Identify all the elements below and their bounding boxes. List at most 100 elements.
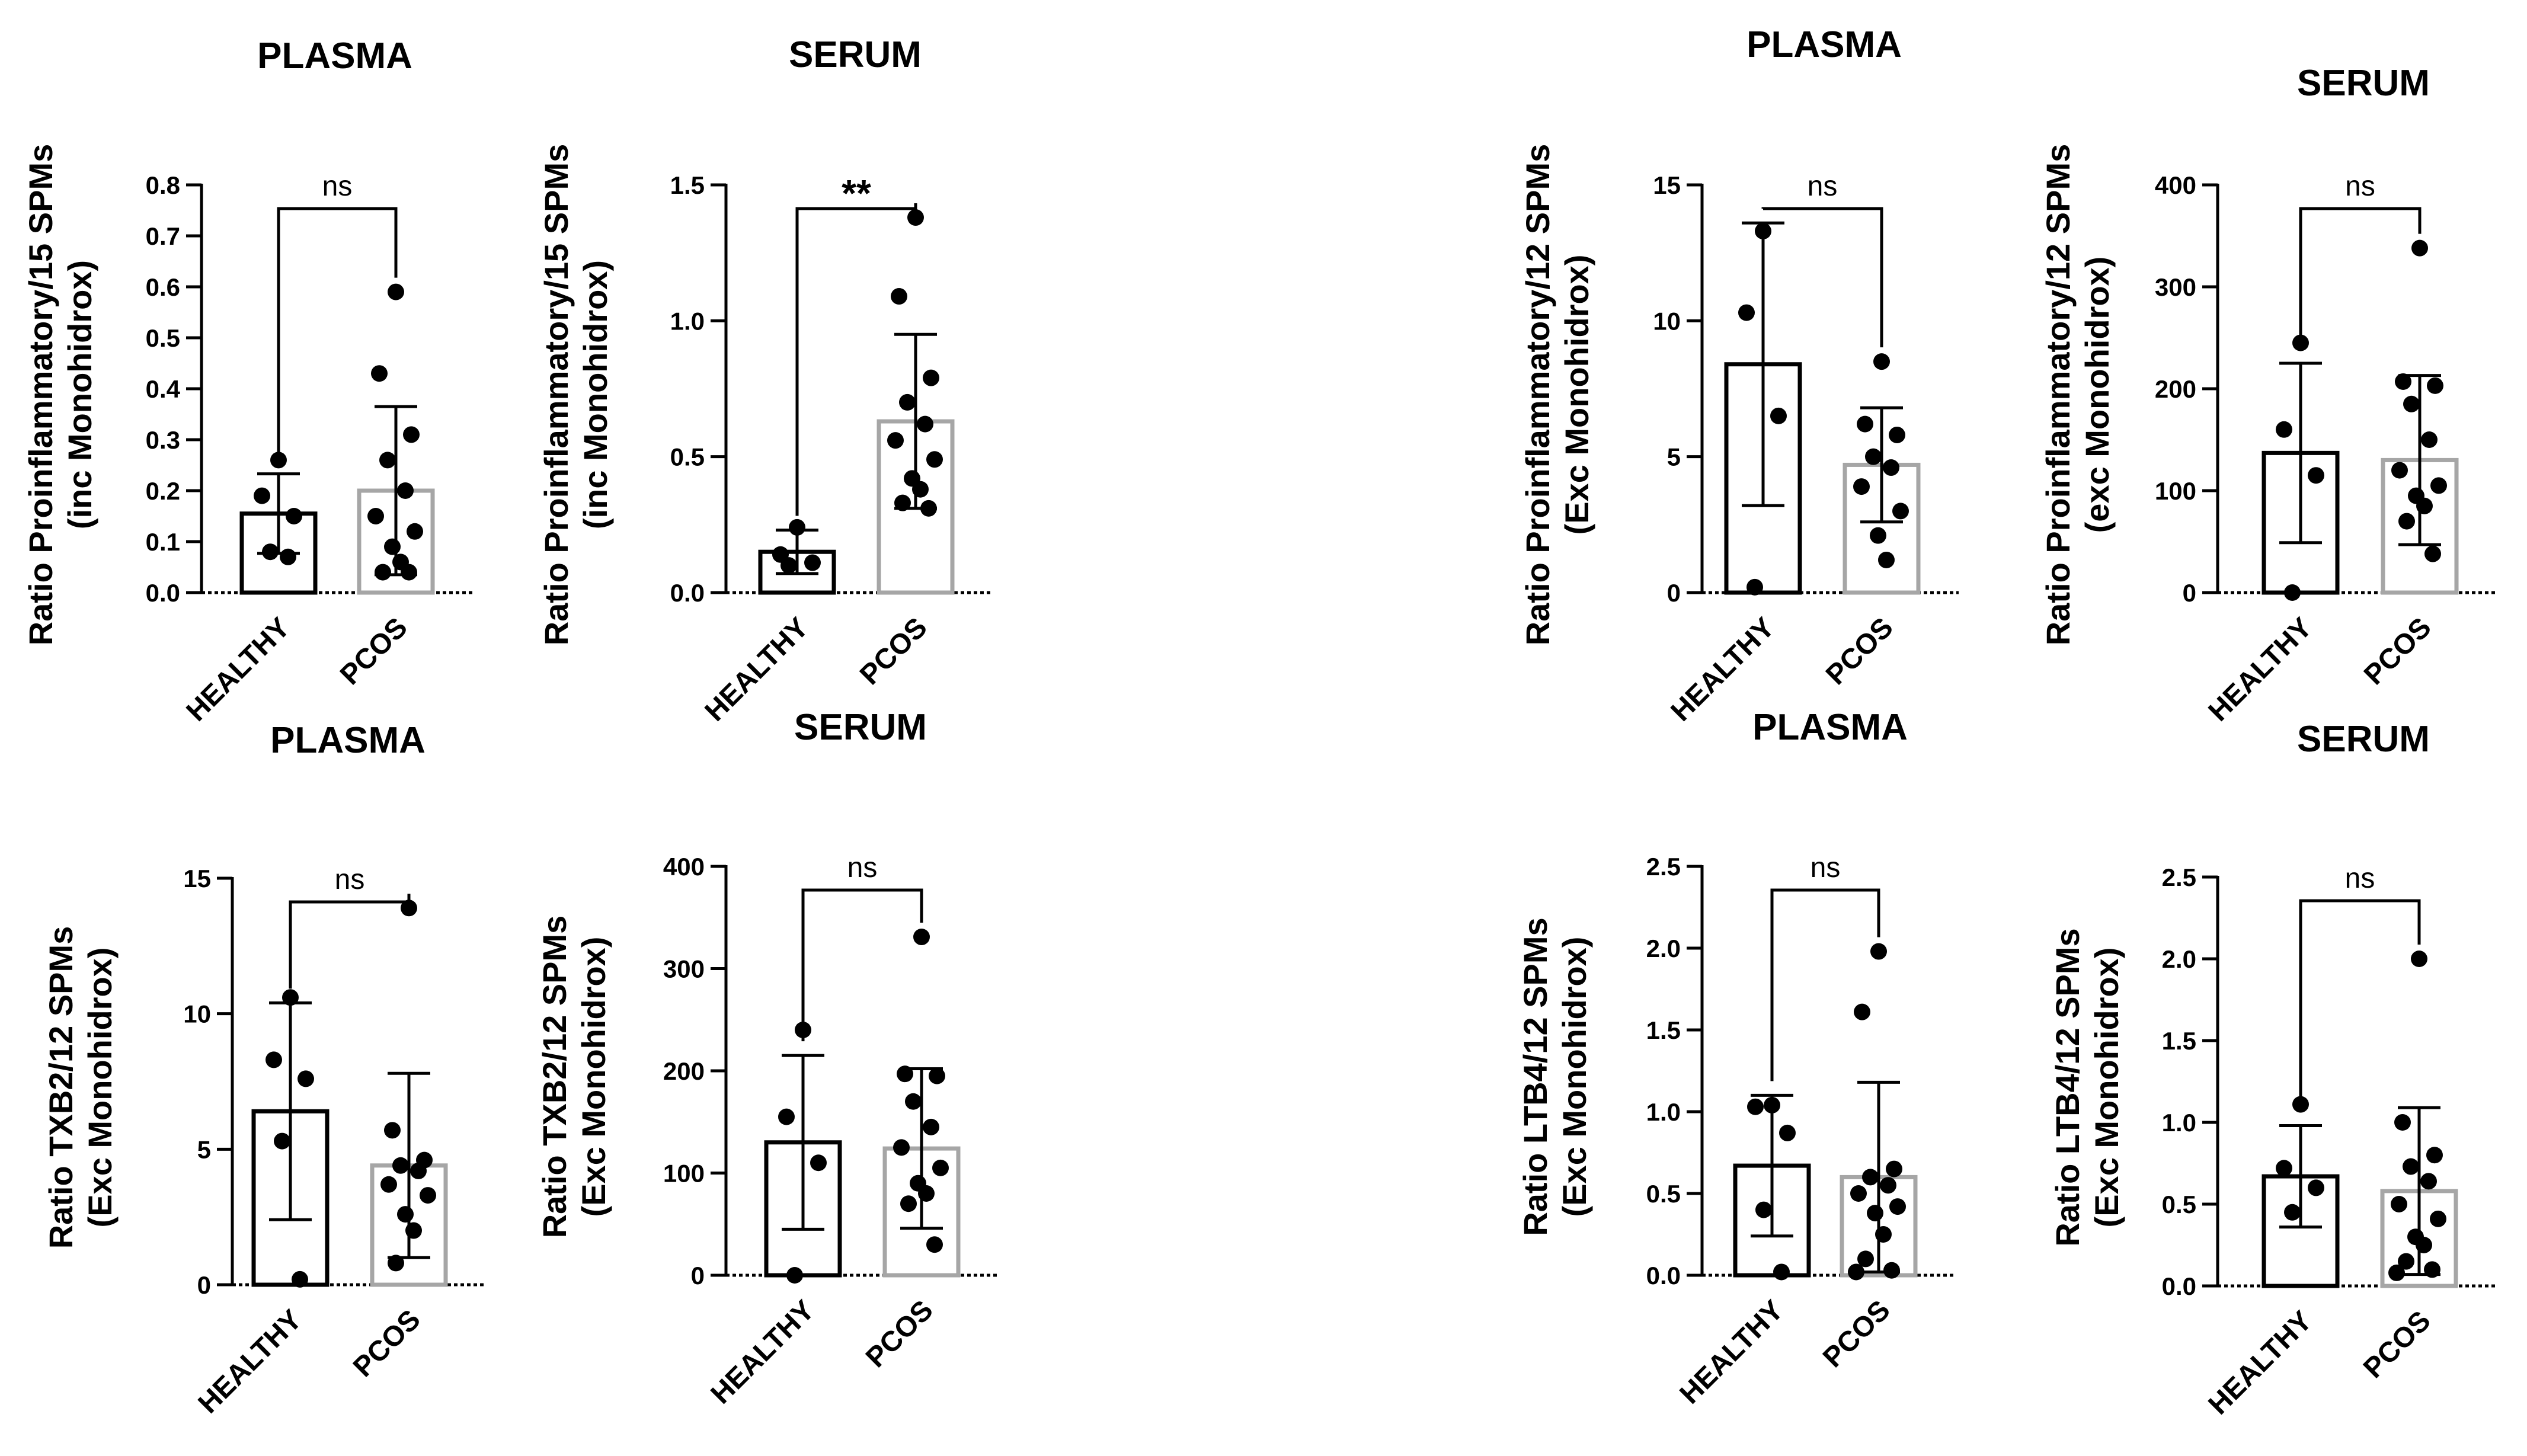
significance-bracket <box>2299 207 2422 349</box>
y-axis-label: Ratio Proinflammatory/15 SPMs(inc Monohi… <box>22 144 98 645</box>
data-point <box>1857 415 1873 433</box>
data-point <box>2403 395 2420 412</box>
data-point <box>804 554 821 571</box>
data-point <box>1873 353 1890 370</box>
y-tick-label: 15 <box>183 865 211 892</box>
data-point <box>786 1267 803 1284</box>
data-point <box>912 481 929 498</box>
data-point <box>371 365 388 382</box>
data-point <box>907 209 924 226</box>
y-tick-label: 1.5 <box>1646 1016 1681 1044</box>
x-category-label: PCOS <box>2358 612 2438 691</box>
data-point <box>1892 503 1909 520</box>
data-point <box>1755 1201 1772 1218</box>
data-point <box>2391 462 2408 479</box>
data-point <box>2421 431 2438 448</box>
y-axis-label: Ratio TXB2/12 SPMs(Exc Monohidrox) <box>42 926 119 1249</box>
data-point <box>420 1187 436 1204</box>
data-point <box>392 1157 409 1174</box>
data-point <box>375 564 391 581</box>
data-point <box>1883 459 1899 476</box>
x-category-label: PCOS <box>1817 1294 1896 1374</box>
panel-title: SERUM <box>794 707 927 748</box>
data-point <box>2403 1158 2419 1175</box>
panel-title: SERUM <box>2297 719 2430 760</box>
data-point <box>286 508 302 524</box>
data-point <box>1764 1096 1780 1113</box>
data-point <box>401 900 417 917</box>
data-point <box>2395 373 2411 390</box>
y-tick-label: 0.5 <box>146 324 180 352</box>
panel-3-plasma: PLASMA Ratio Proinflammatory/12 SPMs(Exc … <box>1519 24 1959 728</box>
data-point <box>298 1070 314 1087</box>
y-tick-label: 0.0 <box>146 579 180 607</box>
y-axis-label-line: (inc Monohidrox) <box>61 260 98 529</box>
y-tick-label: 0.0 <box>1646 1262 1681 1289</box>
y-tick-label: 0.5 <box>2162 1191 2196 1218</box>
y-axis-label: Ratio Proinflammatory/12 SPMs(exc Monohi… <box>2039 144 2116 645</box>
significance-bracket <box>801 888 923 1042</box>
data-point <box>1848 1263 1864 1281</box>
x-category-label: HEALTHY <box>2203 612 2318 727</box>
data-point <box>1867 1205 1883 1222</box>
data-point <box>899 393 916 411</box>
data-point <box>891 288 907 305</box>
data-point <box>380 1176 397 1193</box>
data-point <box>2284 584 2301 601</box>
panel-title: PLASMA <box>1752 707 1908 748</box>
y-axis-label-line: (inc Monohidrox) <box>577 260 614 529</box>
y-tick-label: 400 <box>663 853 705 881</box>
y-tick-label: 0 <box>691 1262 705 1289</box>
data-point <box>2276 1160 2292 1177</box>
data-point <box>254 487 270 504</box>
significance-label: ns <box>847 852 878 884</box>
data-point <box>407 523 423 540</box>
y-tick-label: 100 <box>663 1160 705 1188</box>
y-tick-label: 2.0 <box>1646 935 1681 962</box>
significance-label: ns <box>1811 852 1841 884</box>
data-point <box>923 369 939 386</box>
y-axis-label-line: Ratio LTB4/12 SPMs <box>1517 917 1554 1236</box>
panel-title: SERUM <box>2297 63 2430 104</box>
data-point <box>1770 407 1787 424</box>
data-point <box>1883 1262 1900 1279</box>
panel-title: PLASMA <box>270 720 426 761</box>
data-point <box>282 989 299 1006</box>
data-point <box>410 1162 427 1179</box>
data-point <box>1853 478 1870 495</box>
x-category-label: HEALTHY <box>705 1294 821 1410</box>
data-point <box>384 1122 401 1139</box>
data-point <box>932 1159 949 1176</box>
data-point <box>270 452 287 469</box>
data-point <box>1747 1098 1764 1115</box>
y-tick-label: 10 <box>183 1000 211 1028</box>
data-point <box>384 538 401 555</box>
y-tick-label: 0 <box>197 1271 211 1299</box>
data-point <box>2420 1173 2437 1190</box>
y-axis-label: Ratio Proinflammatory/12 SPMs(Exc Monohi… <box>1519 144 1595 645</box>
data-point <box>405 1222 422 1239</box>
y-tick-label: 0 <box>2183 579 2196 607</box>
data-point <box>2426 1147 2443 1164</box>
y-tick-label: 300 <box>2155 273 2196 301</box>
data-point <box>2427 377 2443 394</box>
data-point <box>2398 513 2415 530</box>
data-point <box>2430 1210 2446 1227</box>
data-point <box>1889 426 1905 443</box>
data-point <box>2284 1204 2301 1221</box>
panel-title: SERUM <box>789 34 922 75</box>
x-category-label: HEALTHY <box>181 612 296 727</box>
x-category-label: HEALTHY <box>1674 1294 1790 1410</box>
data-point <box>1886 1160 1902 1177</box>
y-axis-label: Ratio LTB4/12 SPMs(Exc Monohidrox) <box>1517 917 1593 1236</box>
y-tick-label: 0.5 <box>1646 1180 1681 1208</box>
panel-title: PLASMA <box>257 36 412 76</box>
y-tick-label: 400 <box>2155 171 2196 199</box>
data-point <box>2430 477 2447 494</box>
y-axis-label-line: Ratio Proinflammatory/12 SPMs <box>2039 144 2077 645</box>
data-point <box>2394 1114 2411 1131</box>
data-point <box>292 1271 308 1288</box>
y-axis-label-line: Ratio TXB2/12 SPMs <box>42 926 79 1249</box>
y-tick-label: 300 <box>663 955 705 983</box>
data-point <box>929 1067 945 1084</box>
